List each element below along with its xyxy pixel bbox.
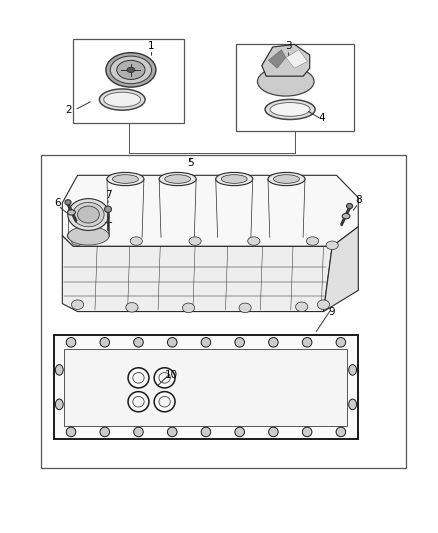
Ellipse shape: [134, 337, 143, 347]
Ellipse shape: [349, 399, 357, 410]
Ellipse shape: [127, 67, 135, 72]
Ellipse shape: [105, 206, 112, 213]
Ellipse shape: [68, 199, 109, 230]
Text: 10: 10: [165, 370, 178, 380]
Ellipse shape: [302, 337, 312, 347]
Ellipse shape: [71, 237, 84, 245]
Ellipse shape: [113, 175, 138, 183]
Ellipse shape: [67, 231, 79, 240]
Ellipse shape: [326, 241, 338, 249]
Ellipse shape: [55, 365, 63, 375]
Ellipse shape: [134, 427, 143, 437]
Polygon shape: [323, 227, 358, 312]
Ellipse shape: [221, 175, 247, 183]
Ellipse shape: [270, 102, 310, 116]
Text: 9: 9: [329, 306, 336, 317]
Ellipse shape: [67, 210, 75, 215]
Ellipse shape: [268, 172, 305, 185]
Ellipse shape: [201, 337, 211, 347]
Ellipse shape: [318, 300, 329, 310]
Ellipse shape: [167, 427, 177, 437]
Polygon shape: [262, 44, 310, 76]
Ellipse shape: [235, 427, 244, 437]
Ellipse shape: [336, 337, 346, 347]
Ellipse shape: [130, 237, 142, 245]
Polygon shape: [268, 50, 286, 68]
Ellipse shape: [342, 214, 350, 219]
Ellipse shape: [100, 337, 110, 347]
Text: 7: 7: [105, 190, 111, 200]
Ellipse shape: [106, 53, 156, 87]
Ellipse shape: [78, 206, 99, 223]
Bar: [41, 155, 406, 468]
Ellipse shape: [216, 172, 253, 185]
Ellipse shape: [268, 337, 278, 347]
Text: 2: 2: [66, 105, 72, 115]
Bar: [237, 44, 354, 131]
Ellipse shape: [66, 427, 76, 437]
Ellipse shape: [235, 337, 244, 347]
Ellipse shape: [346, 204, 353, 209]
Ellipse shape: [99, 89, 145, 110]
Bar: [53, 335, 358, 439]
Ellipse shape: [154, 392, 175, 412]
Ellipse shape: [268, 427, 278, 437]
Ellipse shape: [273, 175, 300, 183]
Polygon shape: [62, 175, 358, 246]
Ellipse shape: [159, 397, 170, 407]
Ellipse shape: [66, 337, 76, 347]
Ellipse shape: [159, 373, 170, 383]
Bar: [73, 38, 184, 123]
Ellipse shape: [133, 373, 144, 383]
Ellipse shape: [154, 368, 175, 388]
Ellipse shape: [258, 67, 314, 96]
Ellipse shape: [100, 427, 110, 437]
Ellipse shape: [128, 368, 149, 388]
Ellipse shape: [117, 60, 145, 79]
Ellipse shape: [104, 92, 141, 107]
Text: 3: 3: [285, 42, 292, 52]
Ellipse shape: [65, 200, 71, 205]
Ellipse shape: [55, 399, 63, 410]
Text: 1: 1: [148, 42, 155, 52]
Ellipse shape: [183, 303, 194, 313]
Ellipse shape: [248, 237, 260, 245]
Ellipse shape: [201, 427, 211, 437]
Polygon shape: [62, 236, 332, 312]
Ellipse shape: [165, 175, 191, 183]
Bar: [64, 349, 347, 425]
Ellipse shape: [73, 203, 104, 227]
Ellipse shape: [239, 303, 251, 313]
Ellipse shape: [349, 365, 357, 375]
Ellipse shape: [110, 56, 152, 84]
Ellipse shape: [128, 392, 149, 412]
Ellipse shape: [307, 237, 319, 245]
Ellipse shape: [167, 337, 177, 347]
Ellipse shape: [133, 397, 144, 407]
Ellipse shape: [71, 300, 84, 310]
Ellipse shape: [189, 237, 201, 245]
Text: 8: 8: [355, 195, 362, 205]
Ellipse shape: [296, 302, 308, 312]
Ellipse shape: [126, 303, 138, 312]
Ellipse shape: [159, 172, 196, 185]
Ellipse shape: [336, 427, 346, 437]
Text: 5: 5: [187, 158, 194, 168]
Text: 4: 4: [318, 113, 325, 123]
Text: 6: 6: [54, 198, 60, 208]
Ellipse shape: [265, 99, 315, 119]
Ellipse shape: [68, 227, 109, 245]
Ellipse shape: [302, 427, 312, 437]
Polygon shape: [286, 50, 307, 68]
Ellipse shape: [107, 172, 144, 185]
